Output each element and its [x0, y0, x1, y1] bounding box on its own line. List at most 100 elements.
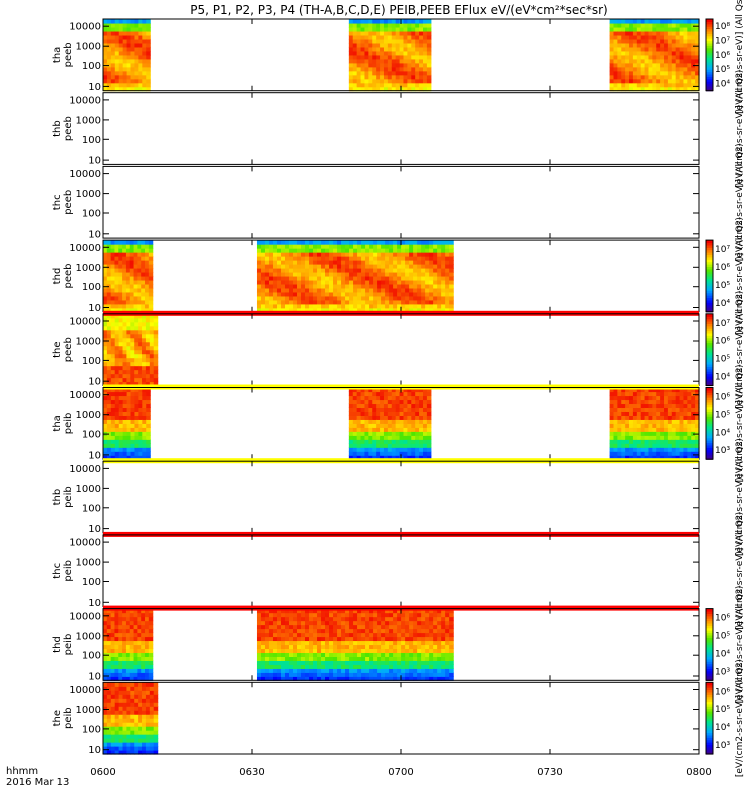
- heatmap-cell: [660, 403, 665, 409]
- heatmap-cell: [683, 74, 688, 80]
- heatmap-cell: [385, 260, 390, 265]
- heatmap-cell: [130, 395, 136, 401]
- heatmap-cell: [369, 648, 374, 654]
- heatmap-cell: [625, 42, 630, 48]
- heatmap-cell: [272, 299, 278, 305]
- heatmap-cell: [365, 660, 370, 665]
- heatmap-cell: [652, 391, 657, 397]
- heatmap-cell: [114, 365, 120, 371]
- heatmap-cell: [352, 395, 358, 401]
- heatmap-cell: [660, 427, 665, 432]
- panel-frame: [102, 313, 700, 386]
- heatmap-cell: [256, 240, 262, 245]
- heatmap-cell: [118, 264, 123, 269]
- heatmap-cell: [293, 279, 298, 285]
- heatmap-cell: [383, 387, 389, 393]
- heatmap-cell: [148, 624, 154, 630]
- heatmap-cell: [403, 451, 408, 456]
- heatmap-cell: [381, 271, 386, 277]
- y-tick-label: 10000: [69, 243, 101, 254]
- heatmap-cell: [429, 283, 434, 289]
- heatmap-cell: [403, 447, 408, 452]
- heatmap-cell: [433, 279, 438, 285]
- heatmap-cell: [309, 307, 314, 313]
- heatmap-cell: [419, 74, 424, 80]
- heatmap-cell: [671, 38, 677, 44]
- heatmap-cell: [441, 624, 446, 630]
- heatmap-cell: [325, 244, 330, 249]
- heatmap-cell: [114, 608, 119, 614]
- heatmap-cell: [437, 632, 442, 638]
- heatmap-cell: [122, 672, 127, 677]
- heatmap-cell: [272, 271, 278, 277]
- heatmap-cell: [264, 275, 270, 281]
- heatmap-cell: [122, 26, 128, 32]
- heatmap-cell: [260, 307, 266, 313]
- heatmap-cell: [268, 616, 274, 622]
- heatmap-cell: [313, 299, 318, 305]
- heatmap-cell: [349, 244, 354, 249]
- heatmap-cell: [609, 58, 615, 64]
- heatmap-cell: [695, 78, 700, 84]
- heatmap-cell: [364, 50, 369, 56]
- heatmap-cell: [403, 435, 408, 440]
- heatmap-cell: [409, 275, 414, 281]
- heatmap-cell: [368, 38, 373, 44]
- heatmap-cell: [337, 283, 342, 289]
- heatmap-cell: [106, 624, 112, 630]
- heatmap-cell: [125, 283, 131, 289]
- heatmap-cell: [114, 698, 120, 703]
- colorbar-cell: [706, 85, 713, 89]
- heatmap-cell: [134, 377, 139, 383]
- heatmap-cell: [660, 26, 665, 32]
- heatmap-cell: [142, 54, 147, 60]
- heatmap-cell: [130, 381, 135, 387]
- heatmap-cell: [387, 66, 393, 72]
- heatmap-cell: [114, 750, 120, 755]
- heatmap-cell: [449, 271, 454, 277]
- heatmap-cell: [401, 299, 406, 305]
- heatmap-cell: [118, 313, 124, 319]
- heatmap-cell: [345, 248, 350, 253]
- heatmap-cell: [325, 248, 330, 253]
- heatmap-cell: [268, 283, 274, 289]
- heatmap-cell: [421, 636, 426, 642]
- heatmap-cell: [126, 411, 132, 416]
- heatmap-cell: [337, 632, 342, 638]
- heatmap-cell: [437, 260, 442, 265]
- heatmap-cell: [691, 391, 696, 397]
- heatmap-cell: [145, 608, 150, 614]
- heatmap-cell: [356, 42, 362, 48]
- heatmap-cell: [118, 636, 123, 642]
- heatmap-cell: [380, 415, 385, 420]
- heatmap-cell: [629, 423, 634, 428]
- heatmap-cell: [272, 260, 278, 265]
- heatmap-cell: [648, 395, 653, 401]
- heatmap-cell: [425, 612, 430, 618]
- heatmap-cell: [264, 628, 270, 634]
- heatmap-cell: [345, 244, 350, 249]
- heatmap-cell: [137, 672, 142, 677]
- heatmap-cell: [652, 30, 657, 36]
- heatmap-cell: [284, 240, 290, 245]
- heatmap-cell: [333, 279, 338, 285]
- heatmap-cell: [377, 244, 382, 249]
- heatmap-cell: [141, 636, 146, 642]
- heatmap-cell: [153, 361, 159, 367]
- heatmap-cell: [333, 676, 338, 681]
- heatmap-cell: [276, 644, 282, 650]
- colorbar-tick-label: 10⁵: [715, 65, 730, 75]
- heatmap-cell: [640, 86, 646, 92]
- heatmap-cell: [122, 423, 128, 428]
- heatmap-cell: [621, 54, 626, 60]
- heatmap-cell: [417, 632, 422, 638]
- heatmap-cell: [321, 620, 326, 626]
- heatmap-cell: [413, 652, 418, 657]
- heatmap-cell: [387, 407, 393, 412]
- heatmap-cell: [381, 256, 386, 261]
- heatmap-cell: [648, 58, 653, 64]
- heatmap-cell: [357, 660, 362, 665]
- heatmap-cell: [609, 455, 615, 460]
- heatmap-cell: [103, 66, 108, 72]
- heatmap-cell: [141, 299, 146, 305]
